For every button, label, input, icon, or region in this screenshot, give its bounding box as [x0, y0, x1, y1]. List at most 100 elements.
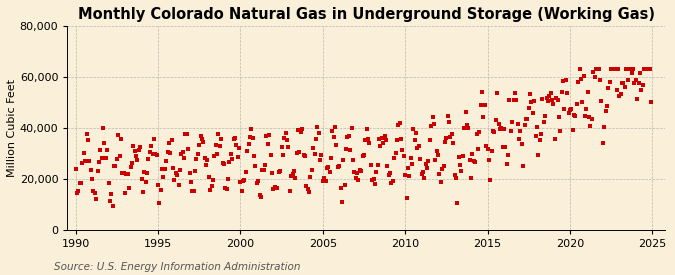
- Point: [489, 130, 500, 134]
- Point: [523, 106, 534, 110]
- Point: [493, 122, 504, 126]
- Point: [309, 152, 320, 156]
- Point: [162, 150, 173, 154]
- Point: [122, 172, 133, 176]
- Point: [419, 176, 430, 181]
- Point: [559, 106, 570, 111]
- Point: [323, 165, 333, 170]
- Point: [232, 155, 243, 159]
- Point: [357, 154, 368, 158]
- Point: [409, 138, 420, 142]
- Point: [242, 149, 252, 153]
- Point: [472, 147, 483, 152]
- Point: [574, 67, 585, 72]
- Point: [617, 81, 628, 85]
- Point: [175, 168, 186, 172]
- Point: [607, 67, 618, 72]
- Point: [337, 199, 348, 204]
- Point: [163, 141, 174, 145]
- Point: [499, 127, 510, 131]
- Point: [369, 182, 380, 186]
- Point: [620, 85, 630, 89]
- Point: [524, 92, 535, 96]
- Point: [135, 144, 146, 149]
- Point: [576, 77, 587, 81]
- Point: [611, 88, 622, 92]
- Point: [500, 145, 511, 149]
- Point: [404, 173, 414, 178]
- Point: [148, 137, 159, 141]
- Point: [125, 165, 136, 169]
- Point: [172, 173, 183, 177]
- Point: [338, 158, 349, 162]
- Point: [215, 144, 225, 148]
- Point: [645, 100, 656, 105]
- Point: [564, 108, 575, 112]
- Point: [308, 145, 319, 150]
- Point: [236, 189, 247, 194]
- Point: [346, 126, 357, 130]
- Point: [491, 91, 502, 95]
- Point: [637, 83, 648, 87]
- Point: [220, 186, 231, 191]
- Point: [348, 158, 358, 162]
- Point: [121, 172, 132, 177]
- Point: [578, 74, 589, 78]
- Point: [304, 189, 315, 194]
- Point: [452, 201, 462, 206]
- Point: [280, 131, 291, 135]
- Point: [169, 178, 180, 182]
- Point: [230, 136, 240, 140]
- Point: [463, 125, 474, 130]
- Point: [527, 111, 538, 115]
- Point: [516, 142, 527, 147]
- Point: [641, 67, 652, 72]
- Point: [315, 158, 325, 162]
- Point: [408, 127, 418, 131]
- Point: [349, 170, 360, 174]
- Point: [244, 135, 255, 139]
- Point: [443, 120, 454, 125]
- Point: [459, 126, 470, 130]
- Point: [439, 140, 450, 144]
- Point: [324, 170, 335, 174]
- Point: [593, 67, 604, 72]
- Point: [535, 138, 545, 142]
- Point: [202, 158, 213, 162]
- Point: [106, 192, 117, 196]
- Point: [481, 144, 491, 148]
- Point: [118, 171, 129, 175]
- Point: [223, 177, 234, 181]
- Point: [114, 154, 125, 159]
- Point: [577, 100, 588, 104]
- Point: [143, 157, 154, 161]
- Point: [213, 132, 224, 137]
- Point: [624, 67, 634, 72]
- Point: [621, 67, 632, 72]
- Point: [92, 168, 103, 173]
- Point: [354, 168, 365, 173]
- Point: [353, 178, 364, 182]
- Point: [257, 167, 268, 172]
- Point: [95, 148, 106, 152]
- Point: [522, 117, 533, 121]
- Point: [344, 134, 354, 138]
- Point: [159, 166, 170, 171]
- Point: [134, 148, 144, 153]
- Point: [73, 189, 84, 193]
- Point: [558, 79, 568, 84]
- Point: [212, 152, 223, 156]
- Point: [390, 150, 401, 155]
- Point: [373, 163, 383, 167]
- Point: [539, 120, 549, 124]
- Point: [167, 166, 178, 170]
- Point: [610, 67, 620, 72]
- Text: Source: U.S. Energy Information Administration: Source: U.S. Energy Information Administ…: [54, 262, 300, 272]
- Point: [188, 188, 199, 193]
- Point: [316, 153, 327, 157]
- Point: [503, 153, 514, 157]
- Point: [566, 107, 576, 112]
- Point: [392, 138, 402, 142]
- Point: [628, 67, 639, 72]
- Point: [518, 164, 529, 169]
